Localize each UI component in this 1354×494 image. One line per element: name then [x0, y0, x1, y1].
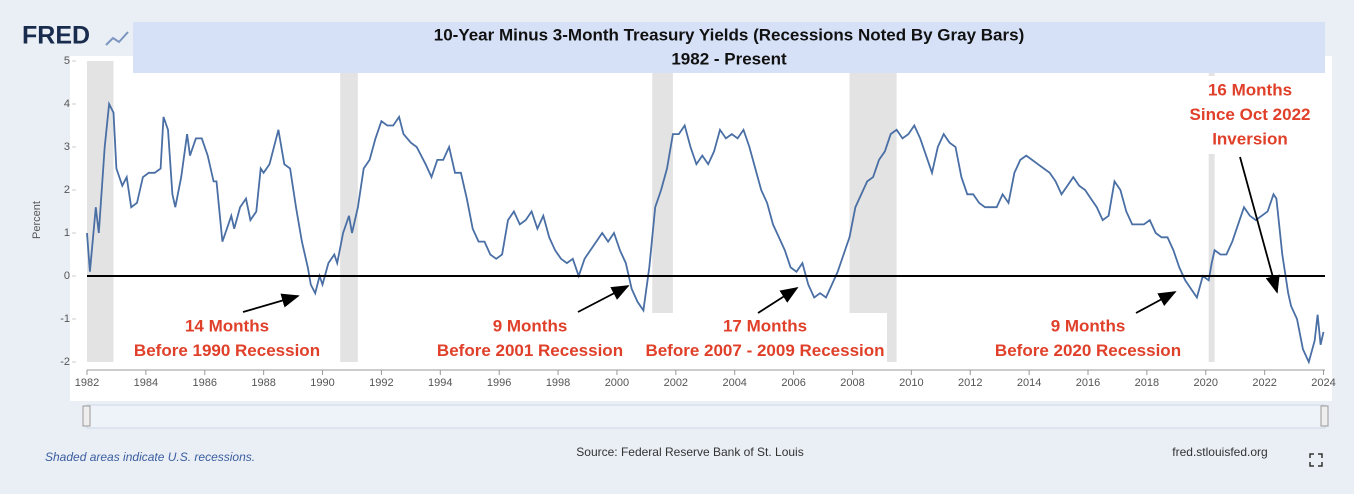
annotation-arrow [1135, 291, 1177, 314]
fullscreen-button[interactable] [1309, 453, 1323, 467]
annotation-arrow [1239, 156, 1280, 294]
chart-title: 10-Year Minus 3-Month Treasury Yields (R… [434, 25, 1024, 44]
annotation-text: Before 2001 Recession [437, 341, 623, 360]
annotation-text: Before 1990 Recession [134, 341, 320, 360]
x-tick-label: 2004 [722, 377, 746, 389]
x-tick-label: 1998 [546, 377, 570, 389]
logo-icon [105, 31, 129, 46]
logo: FRED [22, 22, 90, 50]
x-tick-label: 2006 [781, 377, 805, 389]
y-tick-label: 4 [64, 98, 70, 110]
title-box [133, 22, 1325, 73]
recession-bar [849, 61, 897, 362]
annotation-text: Inversion [1212, 129, 1288, 148]
navigator [86, 404, 1326, 429]
x-tick-label: 2012 [958, 377, 982, 389]
x-tick-label: 1992 [369, 377, 393, 389]
x-tick-label: 1984 [134, 377, 158, 389]
annotation-arrow [242, 293, 300, 313]
annotation-text: Before 2007 - 2009 Recession [645, 341, 884, 360]
x-tick-label: 1988 [251, 377, 275, 389]
footnote: Shaded areas indicate U.S. recessions. [45, 450, 255, 464]
recession-bar [652, 61, 673, 362]
navigator-handle[interactable] [1320, 405, 1329, 427]
annotation-text: 9 Months [493, 316, 568, 335]
x-tick-label: 2018 [1135, 377, 1159, 389]
y-tick-label: -1 [60, 313, 70, 325]
y-tick-label: -2 [60, 356, 70, 368]
x-tick-label: 1996 [487, 377, 511, 389]
x-tick-label: 1986 [193, 377, 217, 389]
annotation-arrow [577, 285, 630, 313]
navigator-handle[interactable] [82, 405, 91, 427]
data-line [86, 100, 1325, 365]
y-tick-label: 2 [64, 184, 70, 196]
y-tick-label: 5 [64, 55, 70, 67]
annotation-box [990, 313, 1186, 365]
x-tick-label: 2008 [840, 377, 864, 389]
x-tick-label: 2020 [1194, 377, 1218, 389]
annotation-arrow [757, 287, 799, 314]
annotation-text: Since Oct 2022 [1190, 105, 1311, 124]
source: Source: Federal Reserve Bank of St. Loui… [576, 445, 803, 459]
annotation-text: 14 Months [185, 316, 269, 335]
x-tick-label: 2024 [1311, 377, 1335, 389]
x-tick-label: 1994 [428, 377, 452, 389]
annotation-box [430, 313, 630, 365]
annotation-text: 17 Months [723, 316, 807, 335]
annotation-box [1176, 76, 1326, 154]
chart-subtitle: 1982 - Present [671, 49, 787, 68]
x-tick-label: 2022 [1252, 377, 1276, 389]
y-tick-label: 0 [64, 270, 70, 282]
annotation-box [133, 313, 323, 365]
x-tick-label: 2000 [605, 377, 629, 389]
x-tick-label: 2002 [664, 377, 688, 389]
annotation-text: 9 Months [1051, 316, 1126, 335]
site: fred.stlouisfed.org [1172, 445, 1267, 459]
annotation-text: 16 Months [1208, 80, 1292, 99]
x-tick-label: 1982 [75, 377, 99, 389]
recession-bar [1208, 61, 1215, 362]
y-tick-label: 1 [64, 227, 70, 239]
annotation-box [645, 313, 887, 365]
y-tick-label: 3 [64, 141, 70, 153]
x-tick-label: 2016 [1076, 377, 1100, 389]
x-tick-label: 1990 [310, 377, 334, 389]
x-tick-label: 2014 [1017, 377, 1041, 389]
y-axis-label: Percent [31, 201, 43, 239]
annotation-text: Before 2020 Recession [995, 341, 1181, 360]
recession-bar [340, 61, 358, 362]
x-tick-label: 2010 [899, 377, 923, 389]
